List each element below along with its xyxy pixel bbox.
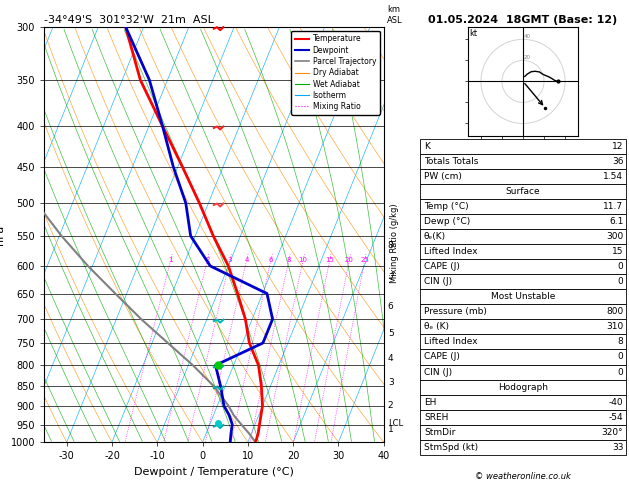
Text: 4: 4 — [388, 354, 394, 363]
Text: Lifted Index: Lifted Index — [424, 337, 477, 347]
Text: 300: 300 — [606, 232, 623, 241]
Text: CIN (J): CIN (J) — [424, 367, 452, 377]
Text: θₑ(K): θₑ(K) — [424, 232, 446, 241]
Text: 36: 36 — [612, 156, 623, 166]
Text: Surface: Surface — [506, 187, 540, 196]
Text: SREH: SREH — [424, 413, 448, 422]
Text: 0: 0 — [618, 277, 623, 286]
Text: LCL: LCL — [388, 419, 403, 428]
Text: CAPE (J): CAPE (J) — [424, 262, 460, 271]
Text: 3: 3 — [388, 378, 394, 386]
Text: 6: 6 — [388, 302, 394, 311]
Text: Most Unstable: Most Unstable — [491, 292, 555, 301]
Text: 7: 7 — [388, 273, 394, 282]
Text: 1.54: 1.54 — [603, 172, 623, 181]
Text: EH: EH — [424, 398, 437, 407]
X-axis label: Dewpoint / Temperature (°C): Dewpoint / Temperature (°C) — [134, 467, 294, 477]
Text: kt: kt — [469, 29, 477, 38]
Text: 01.05.2024  18GMT (Base: 12): 01.05.2024 18GMT (Base: 12) — [428, 15, 618, 25]
Text: Pressure (mb): Pressure (mb) — [424, 307, 487, 316]
Text: 800: 800 — [606, 307, 623, 316]
Text: 0: 0 — [618, 367, 623, 377]
Text: 15: 15 — [612, 247, 623, 256]
Text: 10: 10 — [299, 257, 308, 263]
Text: 1: 1 — [169, 257, 173, 263]
Text: 320°: 320° — [602, 428, 623, 437]
Y-axis label: hPa: hPa — [0, 225, 5, 244]
Text: CAPE (J): CAPE (J) — [424, 352, 460, 362]
Text: 20: 20 — [345, 257, 353, 263]
Text: 0: 0 — [618, 262, 623, 271]
Text: 310: 310 — [606, 322, 623, 331]
Text: 40: 40 — [524, 35, 531, 39]
Text: 5: 5 — [388, 329, 394, 338]
Text: K: K — [424, 141, 430, 151]
Text: 6: 6 — [269, 257, 273, 263]
Text: 8: 8 — [388, 241, 394, 250]
Text: -54: -54 — [609, 413, 623, 422]
Text: 20: 20 — [524, 55, 531, 60]
Text: 11.7: 11.7 — [603, 202, 623, 211]
Text: © weatheronline.co.uk: © weatheronline.co.uk — [475, 472, 571, 481]
Text: PW (cm): PW (cm) — [424, 172, 462, 181]
Text: Dewp (°C): Dewp (°C) — [424, 217, 470, 226]
Text: Hodograph: Hodograph — [498, 382, 548, 392]
Text: CIN (J): CIN (J) — [424, 277, 452, 286]
Text: 4: 4 — [245, 257, 249, 263]
Text: 12: 12 — [612, 141, 623, 151]
Text: StmSpd (kt): StmSpd (kt) — [424, 443, 478, 452]
Text: 0: 0 — [618, 352, 623, 362]
Legend: Temperature, Dewpoint, Parcel Trajectory, Dry Adiabat, Wet Adiabat, Isotherm, Mi: Temperature, Dewpoint, Parcel Trajectory… — [291, 31, 380, 115]
Text: Mixing Ratio (g/kg): Mixing Ratio (g/kg) — [390, 203, 399, 283]
Text: 15: 15 — [325, 257, 334, 263]
Text: 2: 2 — [205, 257, 209, 263]
Text: 6.1: 6.1 — [609, 217, 623, 226]
Text: 8: 8 — [618, 337, 623, 347]
Text: θₑ (K): θₑ (K) — [424, 322, 449, 331]
Text: km
ASL: km ASL — [387, 5, 403, 25]
Text: 8: 8 — [287, 257, 291, 263]
Text: -34°49'S  301°32'W  21m  ASL: -34°49'S 301°32'W 21m ASL — [44, 15, 214, 25]
Text: 25: 25 — [360, 257, 369, 263]
Text: Totals Totals: Totals Totals — [424, 156, 478, 166]
Text: 1: 1 — [388, 425, 394, 434]
Text: 33: 33 — [612, 443, 623, 452]
Text: 3: 3 — [228, 257, 232, 263]
Text: -40: -40 — [609, 398, 623, 407]
Text: StmDir: StmDir — [424, 428, 455, 437]
Text: 2: 2 — [388, 401, 394, 410]
Text: Temp (°C): Temp (°C) — [424, 202, 469, 211]
Text: Lifted Index: Lifted Index — [424, 247, 477, 256]
